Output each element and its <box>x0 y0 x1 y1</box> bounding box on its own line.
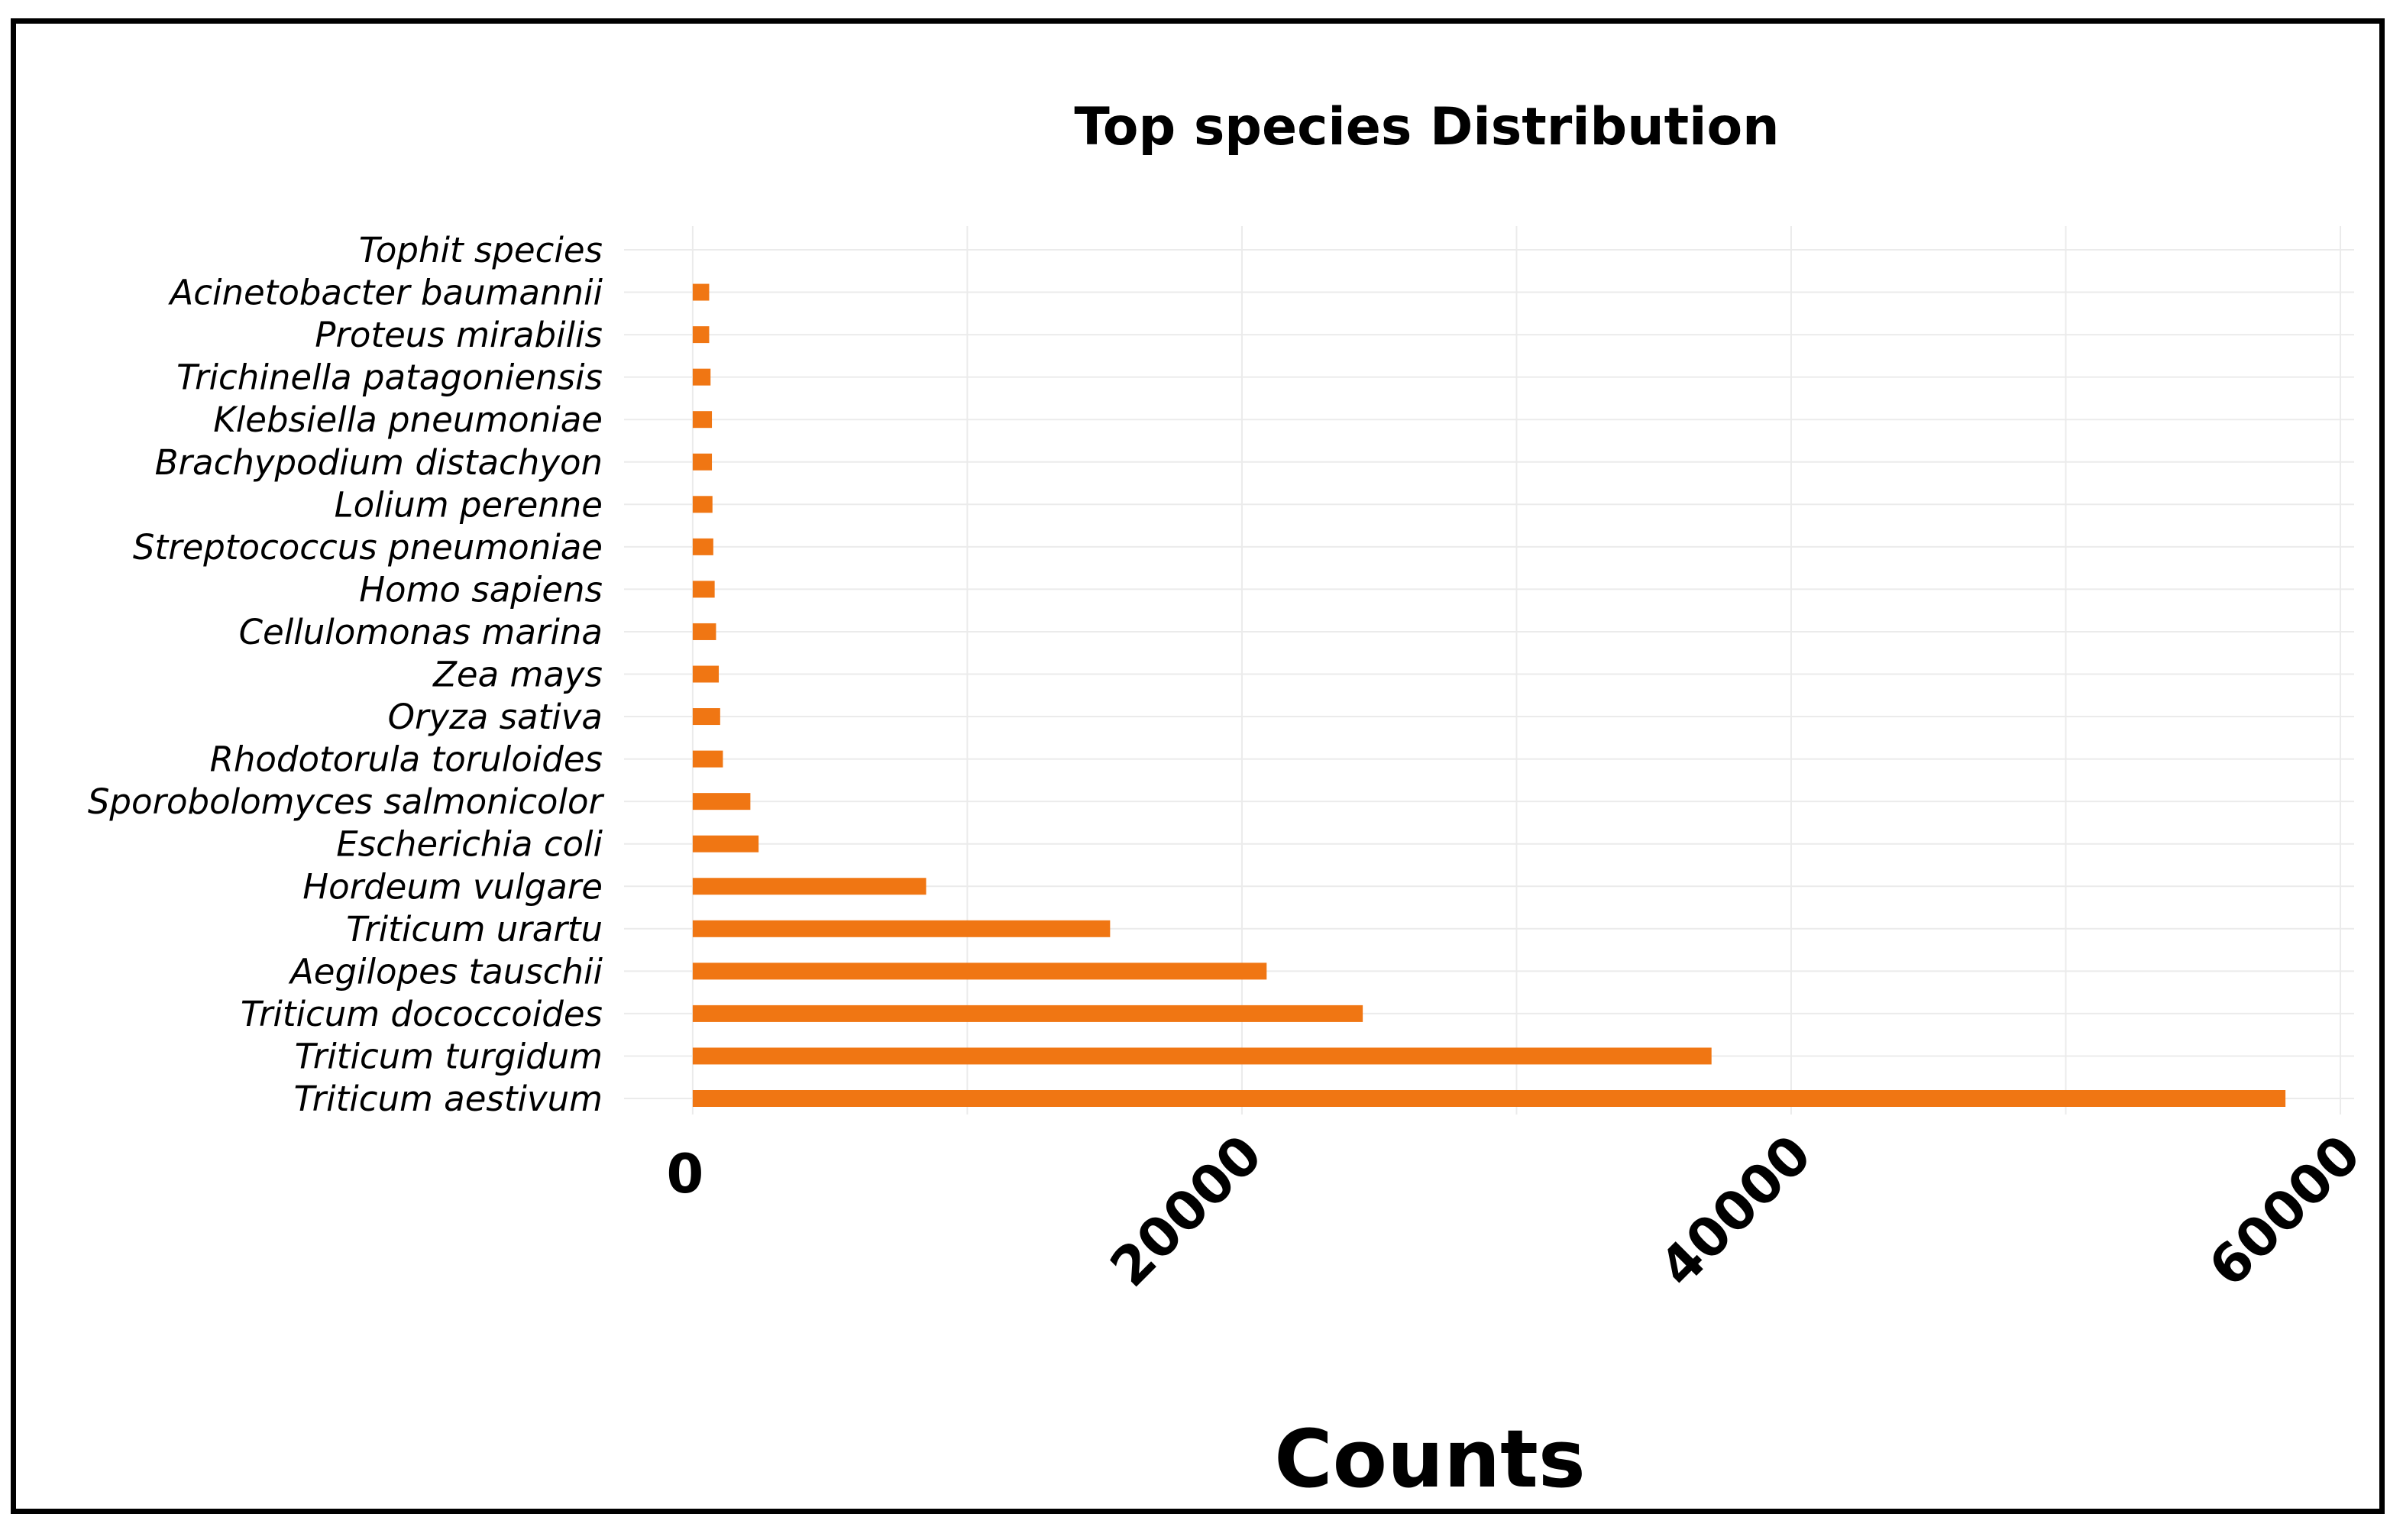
x-axis-title: Counts <box>1274 1412 1585 1506</box>
category-label: Cellulomonas marina <box>239 612 603 652</box>
bar-escherichia-coli <box>692 835 759 852</box>
category-label: Brachypodium distachyon <box>155 442 603 483</box>
category-label: Sporobolomyces salmonicolor <box>88 781 605 822</box>
category-label: Triticum dococcoides <box>241 994 603 1034</box>
category-label: Zea mays <box>432 655 603 695</box>
bar-brachypodium-distachyon <box>692 453 713 471</box>
bar-cellulomonas-marina <box>692 623 716 640</box>
x-tick-label: 0 <box>667 1143 704 1205</box>
category-label: Hordeum vulgare <box>302 866 603 907</box>
category-label: Triticum urartu <box>346 909 603 950</box>
bar-streptococcus-pneumoniae <box>692 538 713 555</box>
category-label: Triticum aestivum <box>294 1079 603 1119</box>
bar-triticum-turgidum <box>692 1047 1712 1065</box>
x-tick-label: 20000 <box>1098 1123 1274 1299</box>
category-label: Escherichia coli <box>336 824 603 865</box>
bar-triticum-urartu <box>692 920 1111 937</box>
category-label: Aegilopes tauschii <box>288 951 603 992</box>
bar-trichinella-patagoniensis <box>692 368 711 386</box>
category-label: Homo sapiens <box>359 569 603 610</box>
category-label: Oryza sativa <box>388 697 603 737</box>
bar-acinetobacter-baumannii <box>692 283 710 301</box>
category-label: Klebsiella pneumoniae <box>213 400 603 440</box>
bar-proteus-mirabilis <box>692 326 710 344</box>
bar-klebsiella-pneumoniae <box>692 411 713 429</box>
chart-frame: Tophit species Acinetobacter baumannii Pro… <box>11 18 2385 1514</box>
grid-layer <box>624 226 2354 1115</box>
bar-triticum-dococcoides <box>692 1005 1363 1022</box>
category-label: Triticum turgidum <box>295 1036 603 1076</box>
bar-aegilopes-tauschii <box>692 962 1267 980</box>
category-label: Rhodotorula toruloides <box>210 739 603 780</box>
bar-sporobolomyces-salmonicolor <box>692 793 751 810</box>
category-label: Streptococcus pneumoniae <box>133 527 603 568</box>
category-label: Proteus mirabilis <box>315 315 603 355</box>
bar-zea-mays <box>692 665 720 683</box>
x-tick-label: 40000 <box>1648 1123 1823 1299</box>
bar-triticum-aestivum <box>692 1090 2286 1107</box>
x-tick-label: 60000 <box>2197 1123 2372 1299</box>
bar-hordeum-vulgare <box>692 878 927 895</box>
category-label: Lolium perenne <box>335 484 603 525</box>
category-label: Acinetobacter baumannii <box>167 273 603 313</box>
category-label: Trichinella patagoniensis <box>176 358 603 398</box>
chart-title: Top species Distribution <box>1074 97 1779 157</box>
bar-lolium-perenne <box>692 496 713 513</box>
bar-oryza-sativa <box>692 708 720 726</box>
bar-rhodotorula-toruloides <box>692 750 723 768</box>
bar-layer <box>692 283 2286 1107</box>
bar-homo-sapiens <box>692 581 715 598</box>
category-header-label: Tophit species <box>359 230 603 270</box>
